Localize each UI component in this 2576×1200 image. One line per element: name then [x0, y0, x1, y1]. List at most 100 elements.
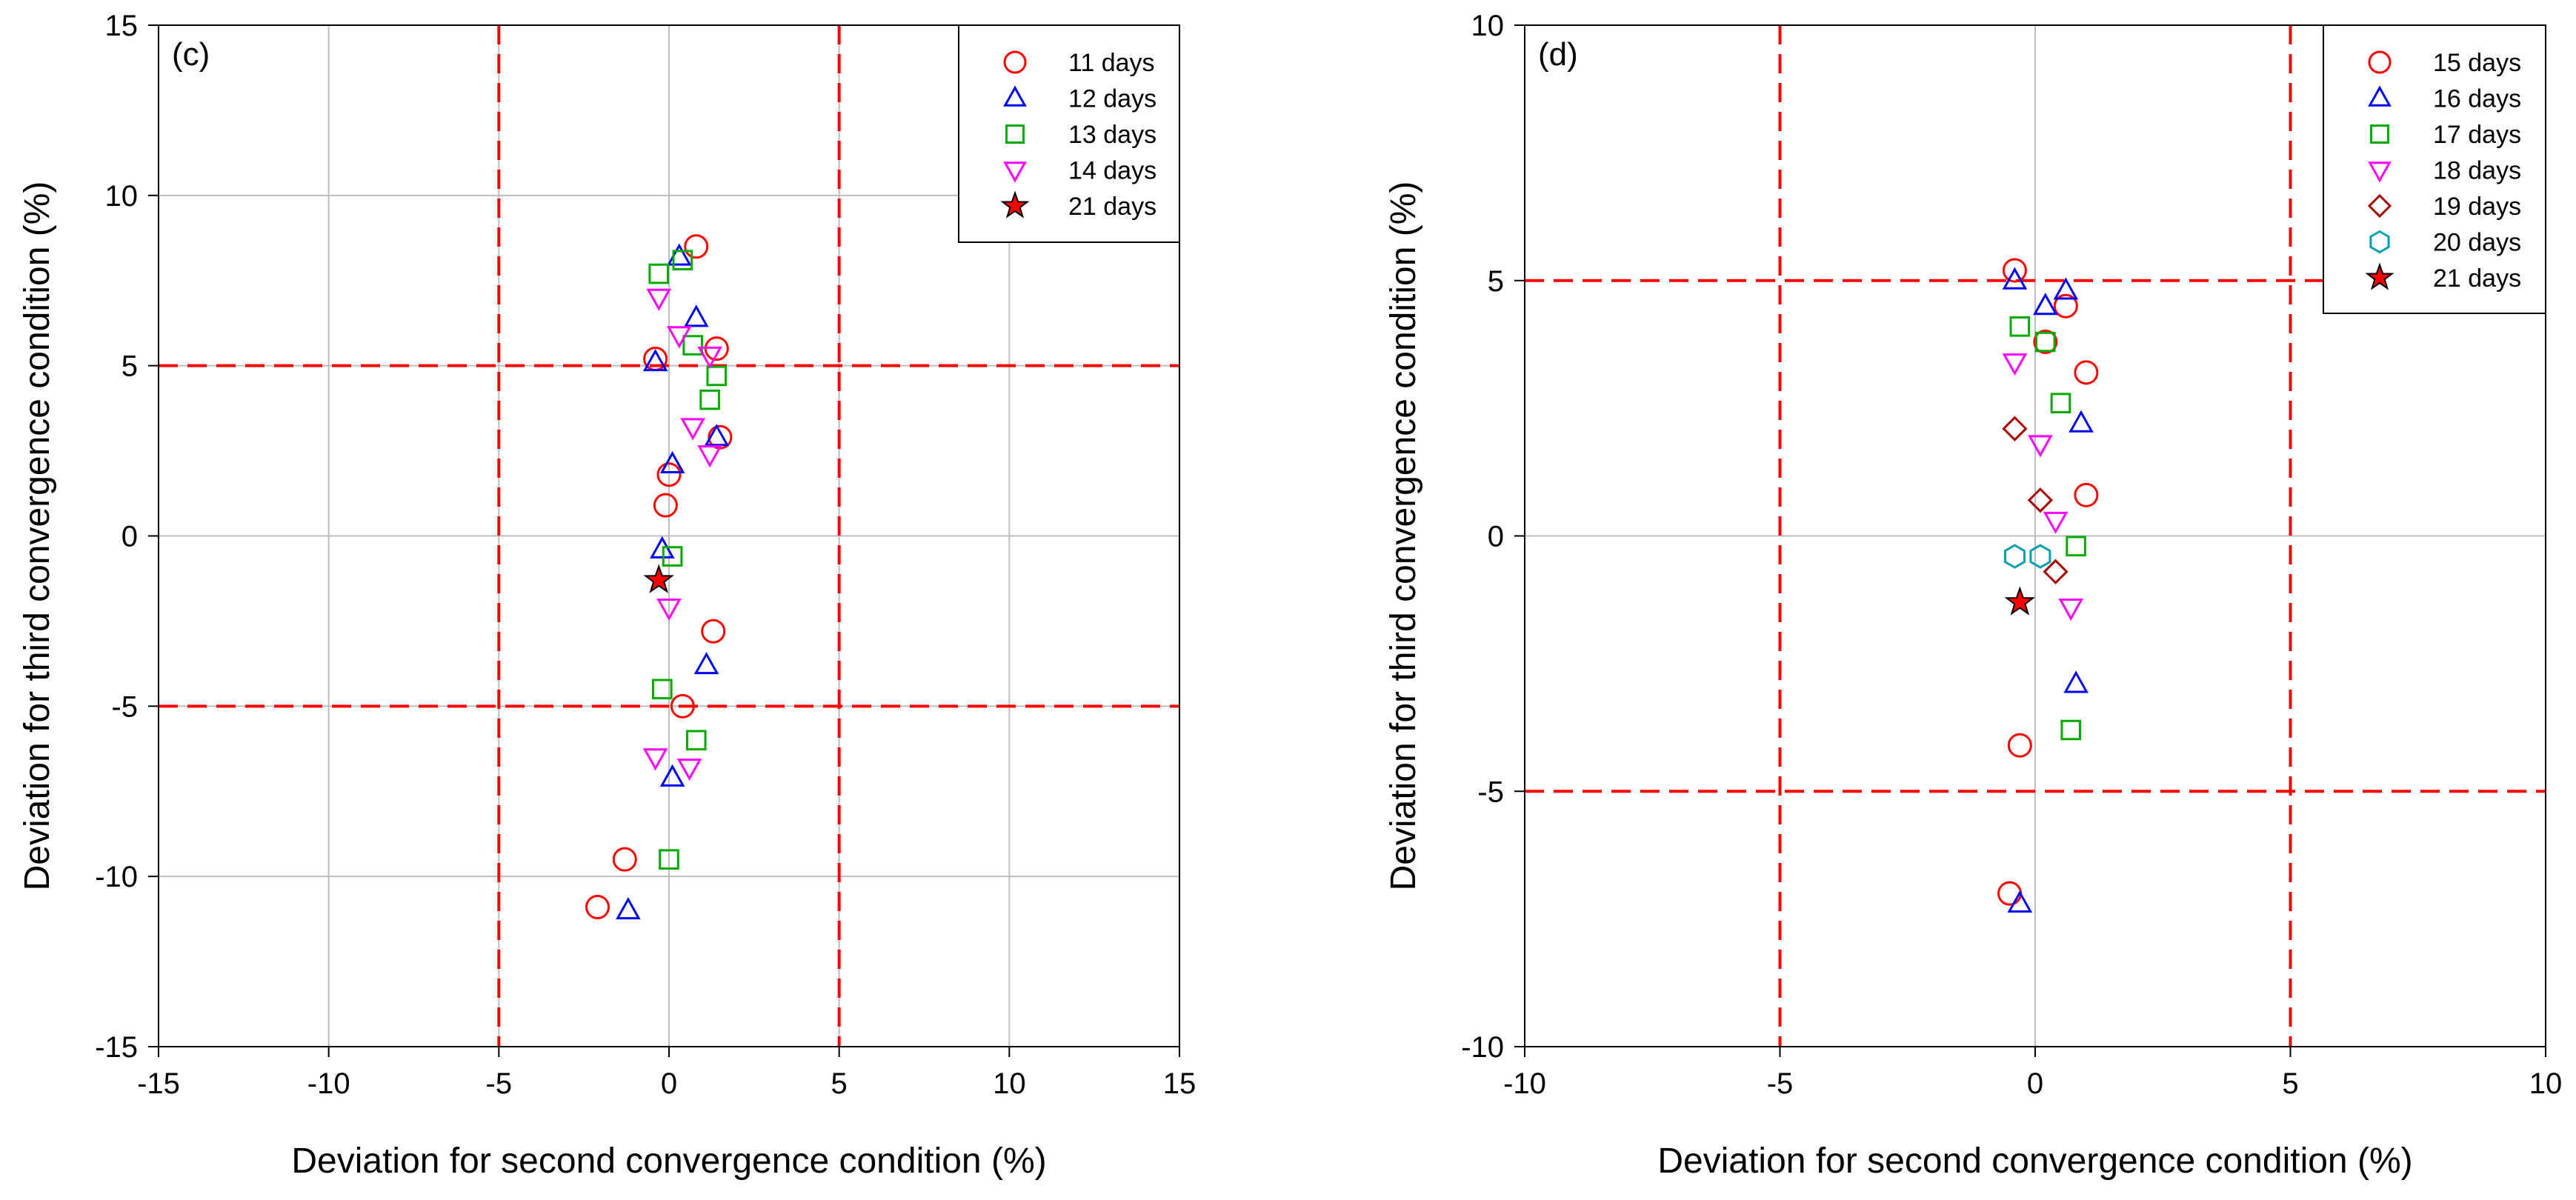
data-point	[2029, 544, 2051, 569]
legend-label: 12 days	[1068, 85, 1156, 113]
data-point	[672, 250, 693, 270]
x-tick-label: 10	[2529, 1067, 2563, 1100]
x-axis-label: Deviation for second convergence conditi…	[291, 1141, 1046, 1181]
x-tick-label: 0	[661, 1067, 677, 1100]
data-point	[682, 335, 703, 356]
legend-marker	[2368, 50, 2392, 74]
legend-box	[958, 24, 1180, 243]
data-point	[2053, 277, 2079, 300]
data-point	[659, 450, 685, 473]
data-point	[653, 493, 678, 518]
data-point	[656, 599, 682, 621]
data-point	[2003, 544, 2026, 569]
data-point	[646, 288, 672, 311]
y-tick-label: 5	[1488, 265, 1504, 298]
y-tick-label: 0	[1488, 521, 1504, 553]
legend-label: 16 days	[2433, 85, 2521, 113]
data-point	[642, 348, 668, 372]
data-point	[2074, 482, 2099, 507]
data-point	[585, 895, 610, 920]
y-tick-label: -15	[95, 1031, 138, 1064]
x-tick-label: -5	[1767, 1067, 1794, 1100]
data-point	[2002, 258, 2027, 283]
data-point	[2002, 353, 2028, 376]
legend: 11 days 12 days 13 days 14 days 21 days	[958, 24, 1180, 243]
series-14-days	[642, 288, 722, 781]
data-point	[2050, 393, 2071, 414]
data-point	[2007, 733, 2032, 758]
data-point	[666, 326, 692, 349]
data-point	[2009, 316, 2031, 337]
data-point	[656, 462, 682, 487]
data-point	[685, 730, 707, 751]
x-tick-label: -5	[486, 1067, 513, 1100]
legend-marker	[1003, 161, 1027, 183]
data-point	[659, 764, 685, 787]
legend-marker	[2367, 193, 2392, 219]
data-point	[652, 679, 673, 700]
legend-marker	[2368, 161, 2392, 183]
x-tick-label: 0	[2027, 1067, 2043, 1100]
y-tick-label: 15	[105, 10, 139, 42]
legend-marker	[2368, 85, 2392, 107]
data-point	[2002, 416, 2028, 441]
data-point	[2066, 536, 2086, 557]
y-tick-label: 10	[1471, 10, 1505, 42]
data-point	[2027, 487, 2054, 513]
legend-marker	[2365, 262, 2394, 290]
legend-marker	[1000, 190, 1030, 219]
data-point	[643, 564, 674, 593]
data-point	[699, 389, 720, 410]
series-21-days	[2004, 586, 2036, 616]
legend-label: 17 days	[2433, 121, 2521, 149]
data-point	[2069, 410, 2094, 433]
legend-label: 11 days	[1068, 49, 1155, 77]
data-point	[2074, 360, 2099, 385]
data-point	[1997, 881, 2023, 906]
data-point	[642, 748, 668, 771]
series-21-days	[643, 564, 674, 593]
legend-label: 21 days	[2433, 264, 2521, 293]
data-point	[659, 849, 679, 870]
y-tick-label: -5	[111, 690, 138, 723]
data-point	[2053, 293, 2078, 319]
legend-marker	[2369, 230, 2390, 254]
legend-label: 15 days	[2433, 49, 2521, 77]
data-point	[2033, 329, 2058, 354]
data-point	[706, 365, 728, 387]
data-point	[612, 847, 637, 872]
data-point	[2002, 267, 2028, 290]
x-tick-label: 15	[1163, 1067, 1197, 1100]
data-point	[697, 346, 722, 369]
x-tick-label: 5	[2282, 1067, 2298, 1100]
data-point	[680, 418, 705, 441]
y-tick-label: 5	[122, 350, 138, 383]
legend: 15 days 16 days 17 days 18 days 19 days 20 da…	[2323, 24, 2546, 314]
data-point	[697, 445, 722, 468]
legend-marker	[1005, 124, 1025, 144]
x-tick-label: -15	[137, 1067, 180, 1100]
data-point	[616, 897, 641, 920]
data-point	[2028, 435, 2053, 458]
y-tick-label: -10	[1461, 1031, 1504, 1064]
series-20-days	[2003, 544, 2051, 569]
legend-label: 14 days	[1068, 157, 1156, 185]
legend-marker	[2370, 124, 2389, 144]
data-point	[2058, 599, 2084, 621]
data-point	[670, 693, 695, 719]
legend-label: 20 days	[2433, 229, 2521, 257]
legend-label: 21 days	[1068, 193, 1156, 221]
data-point	[2034, 331, 2056, 353]
y-tick-label: -10	[95, 861, 138, 893]
legend-marker	[1003, 50, 1027, 74]
data-point	[648, 263, 670, 284]
legend-marker	[1003, 85, 1027, 107]
data-point	[704, 424, 730, 447]
data-point	[2063, 670, 2089, 693]
y-tick-label: 10	[105, 180, 139, 213]
data-point	[662, 546, 683, 567]
series-13-days	[648, 250, 728, 870]
data-point	[683, 304, 709, 327]
data-point	[666, 243, 692, 266]
data-point	[2043, 511, 2069, 534]
